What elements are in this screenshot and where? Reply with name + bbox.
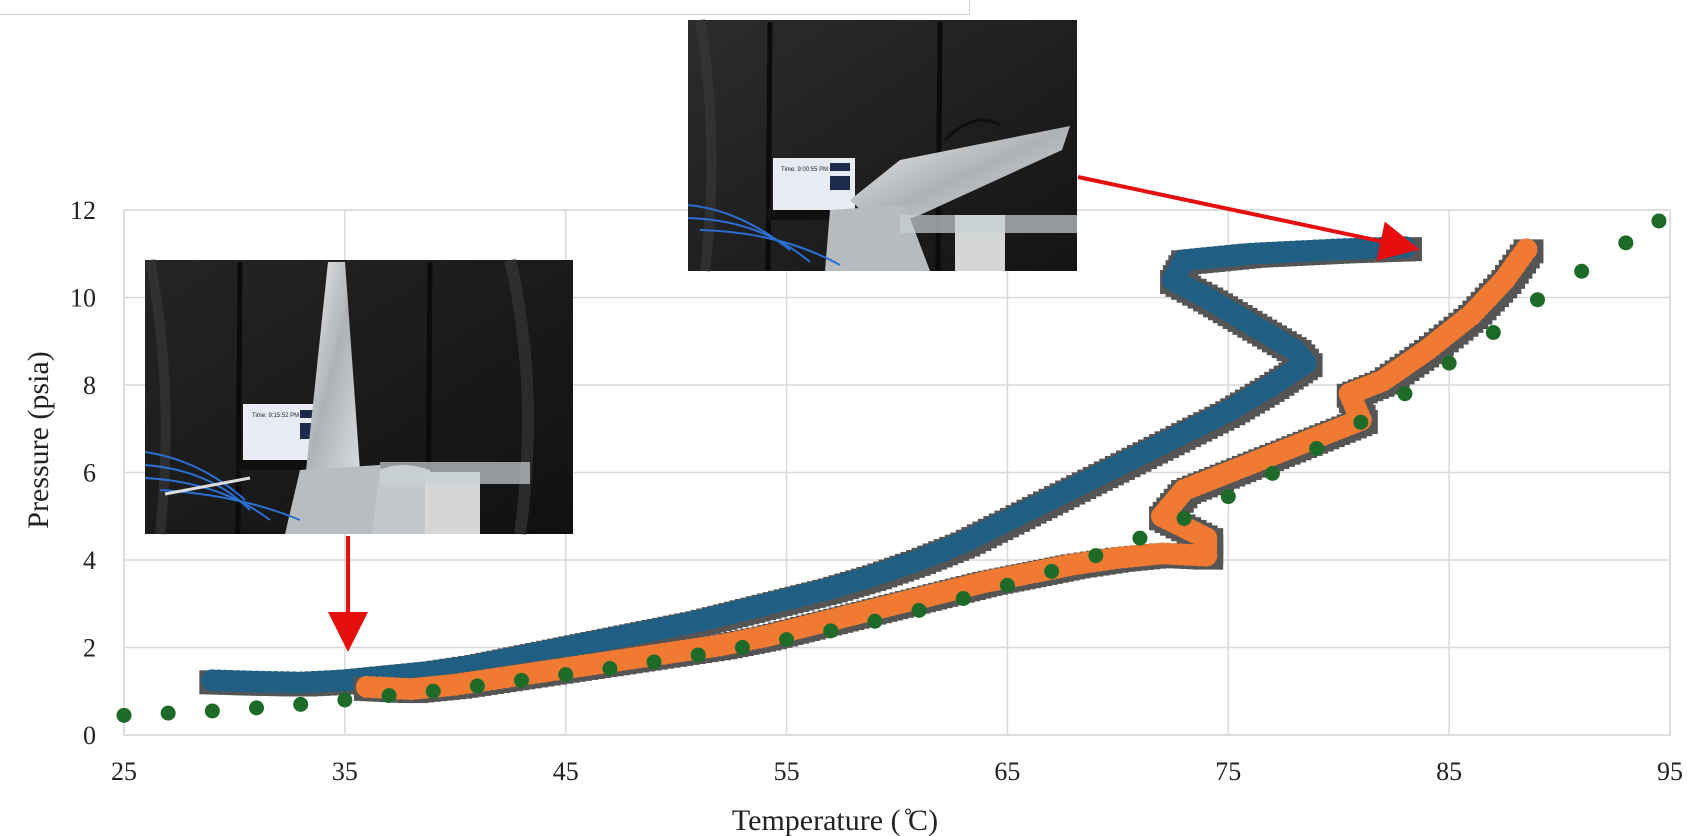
series-2-point-18 <box>911 602 927 618</box>
series-2-point-19 <box>955 591 971 606</box>
series-2-point-21 <box>1044 563 1060 579</box>
series-2-point-35 <box>1651 213 1667 229</box>
series-2-point-11 <box>602 661 618 676</box>
arrow-to-high-end <box>1077 175 1420 261</box>
series-2-point-1 <box>160 705 176 721</box>
x-tick-label-2: 45 <box>553 757 579 786</box>
series-2-point-17 <box>867 613 883 629</box>
series-2-point-23 <box>1132 530 1148 546</box>
series-2-point-7 <box>425 683 441 699</box>
x-axis-title: Temperature ( ̊C) <box>732 804 938 836</box>
series-2-point-15 <box>779 632 795 648</box>
y-tick-label-2: 4 <box>83 546 96 575</box>
y-tick-label-3: 6 <box>83 459 96 488</box>
y-tick-label-4: 8 <box>83 371 96 400</box>
y-tick-label-0: 0 <box>83 721 96 750</box>
y-tick-label-5: 10 <box>70 284 96 313</box>
series-2-point-12 <box>646 654 662 670</box>
laptop-screen-text-1: Time: 9:15:52 PM <box>252 413 299 419</box>
series-2-point-30 <box>1441 355 1457 371</box>
series-2-point-2 <box>204 703 220 719</box>
series-2-point-24 <box>1176 510 1192 526</box>
series-0 <box>199 236 1422 697</box>
x-tick-label-0: 25 <box>111 757 137 786</box>
tick-labels: 25 35 45 55 65 75 85 95 0 2 4 6 8 10 12 <box>70 196 1683 786</box>
series-2-point-32 <box>1529 292 1545 308</box>
series-2-point-33 <box>1574 263 1590 279</box>
x-tick-label-5: 75 <box>1215 757 1241 786</box>
series-2-point-22 <box>1088 548 1104 564</box>
x-tick-label-1: 35 <box>332 757 358 786</box>
series-2-point-25 <box>1220 489 1236 505</box>
top-empty-box <box>0 0 970 15</box>
series-2-point-29 <box>1397 386 1413 402</box>
x-tick-label-6: 85 <box>1436 757 1462 786</box>
series-2-point-9 <box>514 672 530 688</box>
laptop-screen-text-2: Time: 9:00:55 PM <box>781 167 828 173</box>
y-axis-title: Pressure (psia) <box>22 351 55 528</box>
series-2-point-10 <box>558 667 574 683</box>
x-tick-label-3: 55 <box>774 757 800 786</box>
vertical-wing-photo: Time: 9:15:52 PM <box>144 258 573 535</box>
x-tick-label-4: 65 <box>994 757 1020 786</box>
series-2-point-14 <box>734 640 750 655</box>
y-tick-label-6: 12 <box>70 196 96 225</box>
series-2-point-0 <box>116 707 132 723</box>
series-2-point-26 <box>1264 465 1280 481</box>
y-tick-label-1: 2 <box>83 634 96 663</box>
series-2-point-31 <box>1485 325 1501 340</box>
series-2-point-8 <box>469 678 485 694</box>
series-2-point-3 <box>249 700 265 716</box>
series-2-point-4 <box>293 696 309 712</box>
series-2-point-34 <box>1618 235 1634 251</box>
series-2-point-5 <box>337 692 353 708</box>
angled-wing-photo: Time: 9:00:55 PM <box>687 19 1077 272</box>
x-tick-label-7: 95 <box>1657 757 1683 786</box>
series-2-point-20 <box>999 577 1015 593</box>
series-2-point-28 <box>1353 414 1369 430</box>
series-1-point-233 <box>1515 238 1538 261</box>
series-2-point-16 <box>823 623 839 639</box>
series-2-point-13 <box>690 647 706 663</box>
series-2-point-6 <box>381 688 397 704</box>
series-layer <box>116 213 1667 723</box>
series-2-point-27 <box>1309 440 1325 456</box>
series-2 <box>116 213 1667 723</box>
